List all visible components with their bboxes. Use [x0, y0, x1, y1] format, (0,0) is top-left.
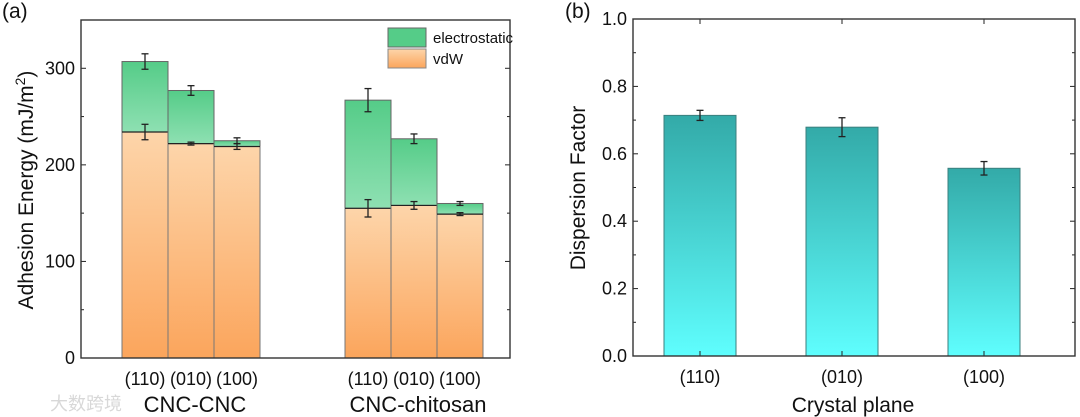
- bar-electrostatic: [344, 99, 392, 209]
- b-xtick-label: (010): [821, 367, 863, 387]
- a-ytick-label: 0: [65, 348, 75, 368]
- bar-electrostatic: [390, 138, 438, 206]
- bar-vdw: [167, 143, 215, 359]
- b-ylabel: Dispersion Factor: [567, 106, 590, 271]
- panel-a-label: (a): [2, 0, 28, 23]
- legend-swatch-vdw: [387, 48, 427, 69]
- a-xtick-label: (100): [439, 369, 481, 389]
- group-label-cnc-cnc: CNC-CNC: [144, 392, 247, 417]
- b-ytick-label: 0.4: [602, 211, 627, 231]
- bar-vdw: [121, 131, 169, 359]
- bar-electrostatic: [167, 89, 215, 145]
- b-ytick-label: 0.8: [602, 76, 627, 96]
- legend-label-vdw: vdW: [433, 51, 464, 68]
- a-xtick-label: (110): [125, 369, 166, 389]
- a-xtick-label: (010): [170, 369, 212, 389]
- a-ytick-label: 100: [45, 251, 75, 271]
- bar-vdw: [344, 207, 392, 359]
- legend-label-electrostatic: electrostatic: [433, 30, 514, 47]
- group-label-cnc-chitosan: CNC-chitosan: [350, 392, 487, 417]
- b-ytick-label: 0.0: [602, 346, 627, 366]
- bar-dispersion-factor: [663, 114, 737, 357]
- b-plot-frame: [632, 18, 1076, 357]
- watermark: 大数跨境: [50, 394, 122, 414]
- a-ytick-label: 300: [45, 58, 75, 78]
- bar-electrostatic: [121, 61, 169, 133]
- bar-vdw: [213, 146, 261, 359]
- a-xtick-label: (110): [348, 369, 389, 389]
- b-ytick-label: 0.6: [602, 144, 627, 164]
- b-xlabel: Crystal plane: [792, 394, 915, 417]
- bar-vdw: [390, 204, 438, 359]
- bar-dispersion-factor: [947, 167, 1021, 357]
- bar-vdw: [436, 213, 484, 359]
- b-ytick-label: 0.2: [602, 279, 627, 299]
- legend-swatch-electrostatic: [387, 27, 427, 48]
- a-ylabel: Adhesion Energy (mJ/m2): [12, 71, 38, 310]
- a-xtick-label: (010): [393, 369, 435, 389]
- bar-dispersion-factor: [805, 126, 879, 357]
- a-xtick-label: (100): [216, 369, 258, 389]
- a-plot-frame: [80, 19, 511, 359]
- b-ytick-label: 1.0: [602, 9, 627, 29]
- a-ytick-label: 200: [45, 155, 75, 175]
- b-xtick-label: (110): [680, 367, 721, 387]
- b-xtick-label: (100): [963, 367, 1005, 387]
- panel-b-label: (b): [565, 0, 591, 23]
